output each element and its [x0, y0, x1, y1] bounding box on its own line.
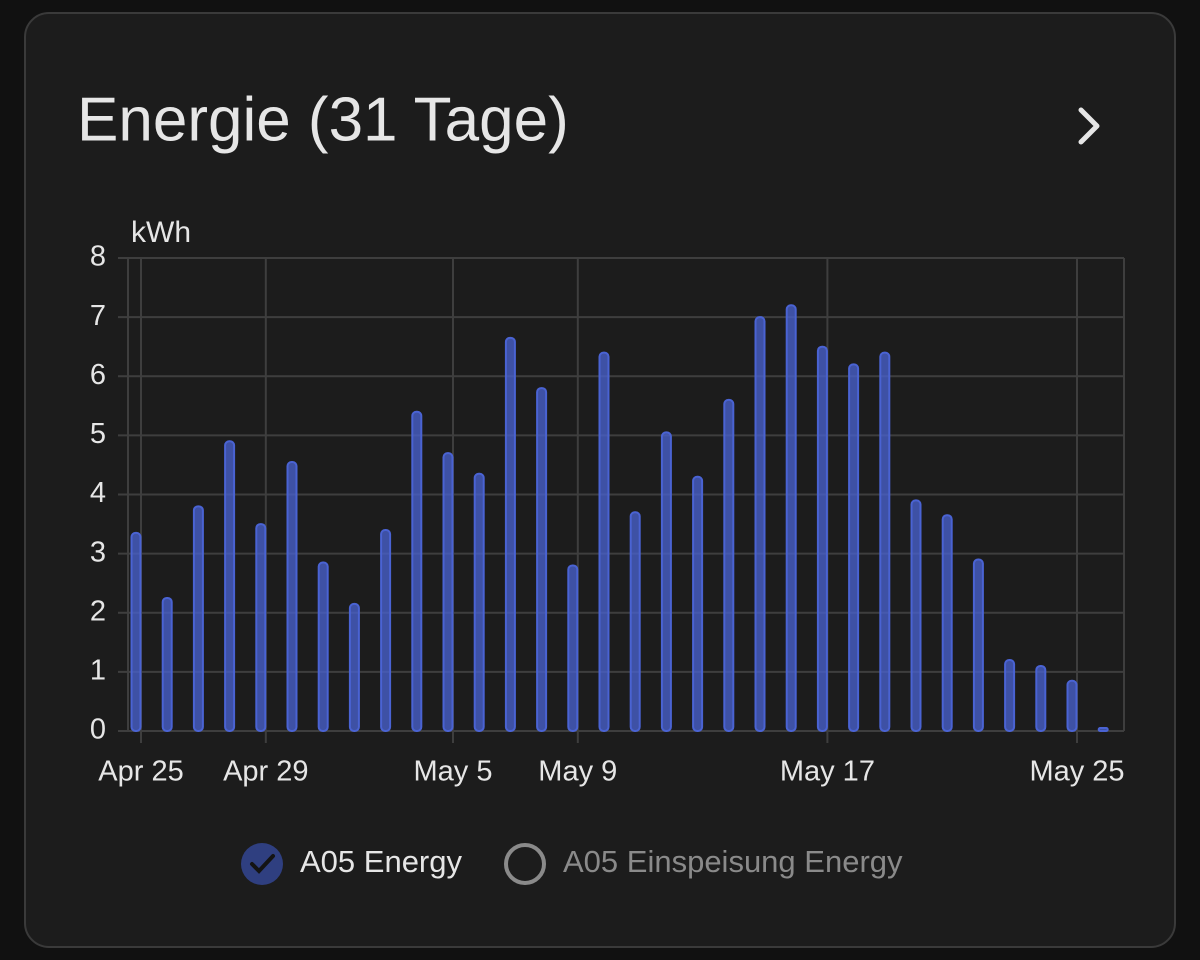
y-tick-label: 2 — [90, 595, 106, 627]
bar — [192, 505, 204, 733]
bar — [941, 514, 953, 732]
bar — [1097, 727, 1109, 733]
bar — [629, 511, 641, 732]
bar — [785, 304, 797, 732]
more-info-chevron[interactable] — [1078, 107, 1100, 145]
bar — [660, 431, 672, 732]
legend-checkbox[interactable] — [241, 843, 283, 885]
bar — [504, 336, 516, 732]
legend-check[interactable] — [250, 854, 275, 874]
bar — [692, 475, 704, 733]
bar — [536, 387, 548, 732]
x-tick-label: Apr 29 — [223, 756, 308, 788]
bar — [161, 596, 173, 732]
bar — [1066, 679, 1078, 733]
y-axis-label: kWh — [131, 216, 191, 249]
x-tick-label: May 17 — [780, 756, 875, 788]
y-tick-label: 3 — [90, 536, 106, 568]
bar — [255, 523, 267, 732]
x-tick-label: May 9 — [538, 756, 617, 788]
bar — [130, 531, 142, 733]
bar — [442, 452, 454, 732]
y-tick-label: 7 — [90, 300, 106, 332]
y-tick-label: 6 — [90, 359, 106, 391]
bar — [317, 561, 329, 733]
x-labels: Apr 25 Apr 29 May 5 May 9 May 17 May 25 — [98, 756, 1124, 788]
bar — [286, 460, 298, 732]
x-tick-label: Apr 25 — [98, 756, 183, 788]
x-tick-label: May 25 — [1029, 756, 1124, 788]
y-tick-label: 5 — [90, 418, 106, 450]
bar — [723, 398, 735, 732]
y-tick-label: 1 — [90, 655, 106, 687]
bar — [224, 440, 236, 732]
bar — [879, 351, 891, 732]
bar — [598, 351, 610, 732]
bar — [411, 410, 423, 732]
y-tick-label: 4 — [90, 477, 106, 509]
bar — [473, 472, 485, 732]
y-tick-label: 0 — [90, 714, 106, 746]
bar — [567, 564, 579, 733]
bar — [848, 363, 860, 732]
bar — [1004, 659, 1016, 732]
bar — [910, 499, 922, 732]
legend-checkbox[interactable] — [504, 843, 546, 885]
bar — [380, 528, 392, 732]
y-tick-label: 8 — [90, 241, 106, 273]
bar — [1035, 664, 1047, 733]
legend-label[interactable]: A05 Energy — [300, 844, 462, 879]
x-tick-label: May 5 — [414, 756, 493, 788]
bar — [348, 602, 360, 732]
card-title: Energie (31 Tage) — [77, 85, 569, 154]
bar — [972, 558, 984, 732]
plot: 0 1 2 3 4 5 6 7 8 Apr 25 Apr 29 May 5 May 9 May 17 May… — [90, 241, 1125, 788]
legend-label[interactable]: A05 Einspeisung Energy — [563, 844, 903, 879]
bar — [754, 316, 766, 732]
bar — [816, 345, 828, 732]
